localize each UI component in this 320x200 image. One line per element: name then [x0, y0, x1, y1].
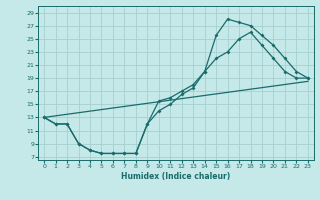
X-axis label: Humidex (Indice chaleur): Humidex (Indice chaleur)	[121, 172, 231, 181]
